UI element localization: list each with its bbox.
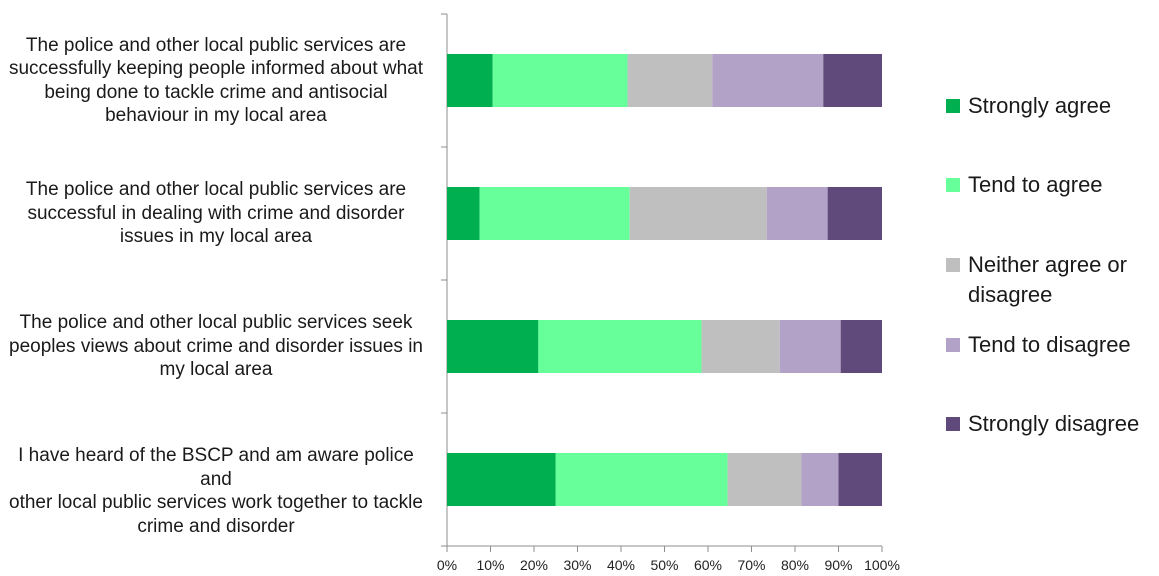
bar-segment-neither-agree-or-disagree (629, 187, 767, 240)
legend-label: Neither agree or disagree (968, 250, 1127, 310)
legend-label-line: disagree (968, 282, 1053, 307)
legend-label: Strongly disagree (968, 409, 1139, 439)
x-tick-label: 60% (694, 557, 722, 573)
legend-label: Strongly agree (968, 91, 1111, 121)
bar-segment-strongly-disagree (838, 453, 882, 506)
bar-segment-strongly-disagree (823, 54, 882, 107)
legend-label-line: Neither agree or (968, 252, 1127, 277)
legend-label-line: Tend to agree (968, 172, 1103, 197)
bar-segment-tend-to-agree (479, 187, 630, 240)
legend-item: Strongly agree (946, 91, 1111, 121)
category-label-line: issues in my local area (119, 226, 313, 248)
bar-segment-strongly-agree (447, 320, 539, 373)
bar-segment-tend-to-agree (555, 453, 728, 506)
bar-segment-tend-to-disagree (712, 54, 824, 107)
category-label-line: peoples views about crime and disorder i… (9, 335, 423, 357)
x-tick-label: 50% (650, 557, 678, 573)
legend-swatch (946, 417, 960, 431)
category-label: The police and other local public servic… (0, 311, 432, 382)
legend-swatch (946, 338, 960, 352)
legend-label: Tend to disagree (968, 330, 1131, 360)
legend-swatch (946, 178, 960, 192)
legend-label-line: Tend to disagree (968, 332, 1131, 357)
x-tick-label: 80% (781, 557, 809, 573)
category-label-line: being done to tackle crime and antisocia… (44, 81, 388, 103)
bar-segment-strongly-disagree (840, 320, 882, 373)
category-label-line: I have heard of the BSCP and am aware po… (18, 445, 414, 490)
x-tick-label: 30% (563, 557, 591, 573)
bar-segment-neither-agree-or-disagree (701, 320, 780, 373)
bar-segment-tend-to-disagree (779, 320, 841, 373)
legend-item: Neither agree or disagree (946, 250, 1127, 310)
category-label-line: The police and other local public servic… (25, 179, 407, 201)
x-tick-label: 90% (824, 557, 852, 573)
legend-label-line: Strongly agree (968, 93, 1112, 118)
bar-segment-strongly-agree (447, 453, 556, 506)
legend-label-line: Strongly disagree (968, 411, 1140, 436)
category-label-line: other local public services work togethe… (9, 492, 423, 514)
x-tick-label: 40% (607, 557, 635, 573)
x-tick-label: 100% (864, 557, 900, 573)
category-label-line: behaviour in my local area (105, 105, 327, 126)
category-label-line: my local area (159, 359, 273, 381)
category-label-line: crime and disorder (137, 515, 295, 537)
x-tick-label: 0% (437, 557, 457, 573)
legend-item: Tend to disagree (946, 330, 1131, 360)
category-label-line: The police and other local public servic… (19, 312, 413, 334)
legend-swatch (946, 99, 960, 113)
category-label-line: The police and other local public servic… (25, 34, 407, 56)
category-label-line: successfully keeping people informed abo… (8, 58, 424, 79)
bar-segment-tend-to-agree (538, 320, 702, 373)
legend-item: Tend to agree (946, 170, 1103, 200)
bar-segment-tend-to-agree (492, 54, 628, 107)
bar-segment-strongly-agree (447, 54, 493, 107)
bar-segment-strongly-disagree (827, 187, 882, 240)
x-tick-label: 70% (737, 557, 765, 573)
category-label: The police and other local public servic… (0, 178, 432, 249)
legend-label: Tend to agree (968, 170, 1103, 200)
bar-segment-neither-agree-or-disagree (627, 54, 713, 107)
legend-swatch (946, 258, 960, 272)
legend-item: Strongly disagree (946, 409, 1139, 439)
x-tick-label: 20% (520, 557, 548, 573)
bar-segment-strongly-agree (447, 187, 480, 240)
bar-segment-tend-to-disagree (801, 453, 839, 506)
category-label: I have heard of the BSCP and am aware po… (0, 444, 432, 538)
bar-segment-tend-to-disagree (766, 187, 828, 240)
category-label-line: successful in dealing with crime and dis… (27, 202, 405, 224)
x-tick-label: 10% (476, 557, 504, 573)
bar-segment-neither-agree-or-disagree (727, 453, 802, 506)
category-label: The police and other local public servic… (0, 34, 432, 128)
